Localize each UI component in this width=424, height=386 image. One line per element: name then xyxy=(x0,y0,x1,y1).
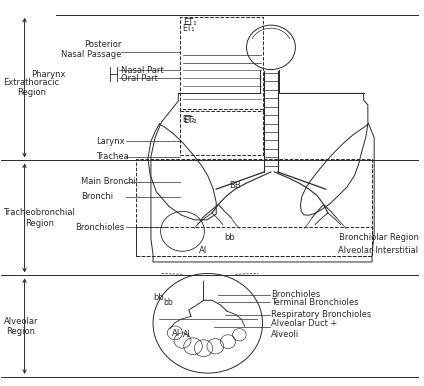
Text: Nasal Part: Nasal Part xyxy=(121,66,164,75)
Text: Alveolar
Region: Alveolar Region xyxy=(3,317,38,336)
Text: ET₂: ET₂ xyxy=(183,117,197,125)
Text: Bronchioles: Bronchioles xyxy=(75,223,124,232)
Text: bb: bb xyxy=(225,233,235,242)
Text: bb: bb xyxy=(164,298,173,307)
Text: Main Bronchi: Main Bronchi xyxy=(81,177,136,186)
Text: BB: BB xyxy=(229,181,240,190)
Text: Oral Part: Oral Part xyxy=(121,74,158,83)
Text: Alveolar Duct +
Alveoli: Alveolar Duct + Alveoli xyxy=(271,319,338,339)
Text: Larynx: Larynx xyxy=(96,137,125,146)
Text: Trachea: Trachea xyxy=(96,152,129,161)
Text: Terminal Bronchioles: Terminal Bronchioles xyxy=(271,298,358,307)
Text: Tracheobronchial
Region: Tracheobronchial Region xyxy=(3,208,75,228)
Bar xyxy=(180,110,262,156)
Text: Bronchiolar Region: Bronchiolar Region xyxy=(338,233,418,242)
Text: Pharynx: Pharynx xyxy=(31,70,65,79)
Text: Posterior
Nasal Passage: Posterior Nasal Passage xyxy=(61,40,121,59)
Text: Extrathoracic
Region: Extrathoracic Region xyxy=(3,78,60,97)
Text: AI: AI xyxy=(182,330,190,339)
Text: ET₁: ET₁ xyxy=(182,24,195,33)
Text: bb: bb xyxy=(153,293,164,302)
Text: AI: AI xyxy=(172,329,180,338)
Text: Alveolar Interstitial: Alveolar Interstitial xyxy=(338,246,418,255)
Text: ET₂: ET₂ xyxy=(182,115,195,124)
Bar xyxy=(180,17,262,111)
Text: Bronchioles: Bronchioles xyxy=(271,290,320,299)
Bar xyxy=(136,227,372,256)
Text: Respiratory Bronchioles: Respiratory Bronchioles xyxy=(271,310,371,319)
Text: Bronchi: Bronchi xyxy=(81,192,114,201)
Text: ET₁: ET₁ xyxy=(183,18,197,27)
Text: AI: AI xyxy=(199,246,208,255)
Bar xyxy=(136,159,372,256)
